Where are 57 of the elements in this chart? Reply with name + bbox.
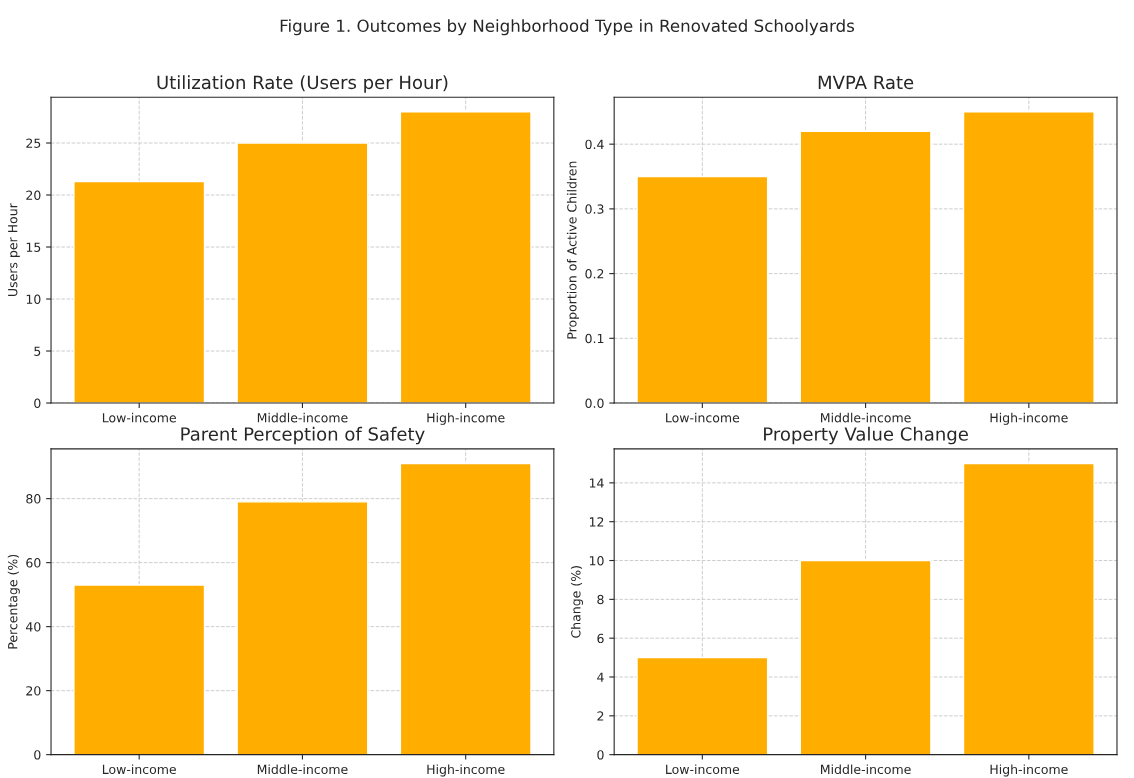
y-tick-label: 20 bbox=[26, 190, 41, 200]
y-tick-label: 15 bbox=[26, 242, 41, 252]
bar bbox=[399, 111, 532, 404]
caption: Figure 1. Outcomes by Neighborhood Type in Renovated Schoolyards bbox=[280, 19, 855, 36]
bar bbox=[73, 584, 206, 755]
chart-title: Property Value Change bbox=[764, 426, 968, 445]
y-tick-label: 20 bbox=[26, 686, 41, 696]
y-tick-label: 8 bbox=[597, 594, 604, 605]
y-tick-label: 0.3 bbox=[585, 204, 604, 214]
y-axis-title: Proportion of Active Children bbox=[566, 161, 580, 339]
y-axis-title: Change (%) bbox=[570, 566, 583, 638]
y-tick-label: 2 bbox=[597, 711, 604, 721]
y-tick-label: 14 bbox=[589, 478, 604, 488]
y-tick-label: 12 bbox=[589, 517, 604, 527]
x-tick-label: Middle-income bbox=[257, 764, 348, 775]
chart-title: Utilization Rate (Users per Hour) bbox=[157, 75, 448, 93]
y-tick-label: 0.4 bbox=[585, 139, 604, 150]
y-tick-label: 10 bbox=[26, 294, 41, 304]
bar bbox=[799, 130, 932, 404]
y-tick-label: 4 bbox=[597, 672, 604, 682]
x-tick-label: High-income bbox=[427, 412, 505, 425]
x-tick-label: Middle-income bbox=[821, 412, 911, 423]
y-tick-label: 0.2 bbox=[585, 269, 604, 279]
y-tick-label: 0 bbox=[34, 398, 41, 408]
bar bbox=[73, 180, 206, 404]
y-tick-label: 0 bbox=[597, 750, 604, 760]
y-axis-title: Users per Hour bbox=[8, 203, 20, 296]
y-tick-label: 0 bbox=[34, 750, 41, 760]
y-tick-label: 5 bbox=[34, 346, 41, 356]
bar bbox=[636, 656, 769, 755]
bar bbox=[962, 462, 1095, 755]
x-tick-label: Low-income bbox=[102, 764, 176, 775]
y-tick-label: 0.0 bbox=[585, 398, 604, 408]
chart-title: Parent Perception of Safety bbox=[181, 426, 425, 445]
y-axis-title: Percentage (%) bbox=[7, 554, 20, 649]
y-tick-label: 25 bbox=[26, 138, 41, 148]
y-tick-label: 80 bbox=[26, 494, 41, 504]
y-tick-label: 10 bbox=[589, 555, 604, 566]
x-tick-label: Middle-income bbox=[821, 764, 911, 775]
bar bbox=[636, 175, 769, 404]
x-tick-label: Middle-income bbox=[257, 412, 348, 423]
x-tick-label: High-income bbox=[990, 764, 1068, 777]
bar bbox=[799, 559, 932, 755]
bar bbox=[236, 142, 369, 404]
x-tick-label: Low-income bbox=[666, 412, 740, 423]
x-tick-label: Low-income bbox=[666, 764, 740, 775]
y-tick-label: 0.1 bbox=[585, 333, 604, 344]
chart-title: MVPA Rate bbox=[818, 75, 914, 90]
x-tick-label: High-income bbox=[990, 412, 1068, 425]
y-tick-label: 40 bbox=[26, 622, 41, 632]
bar bbox=[962, 111, 1095, 404]
bar bbox=[236, 501, 369, 755]
y-tick-label: 6 bbox=[597, 633, 604, 644]
x-tick-label: High-income bbox=[427, 764, 505, 777]
y-tick-label: 60 bbox=[26, 558, 41, 568]
x-tick-label: Low-income bbox=[102, 412, 176, 423]
bar bbox=[399, 462, 532, 755]
